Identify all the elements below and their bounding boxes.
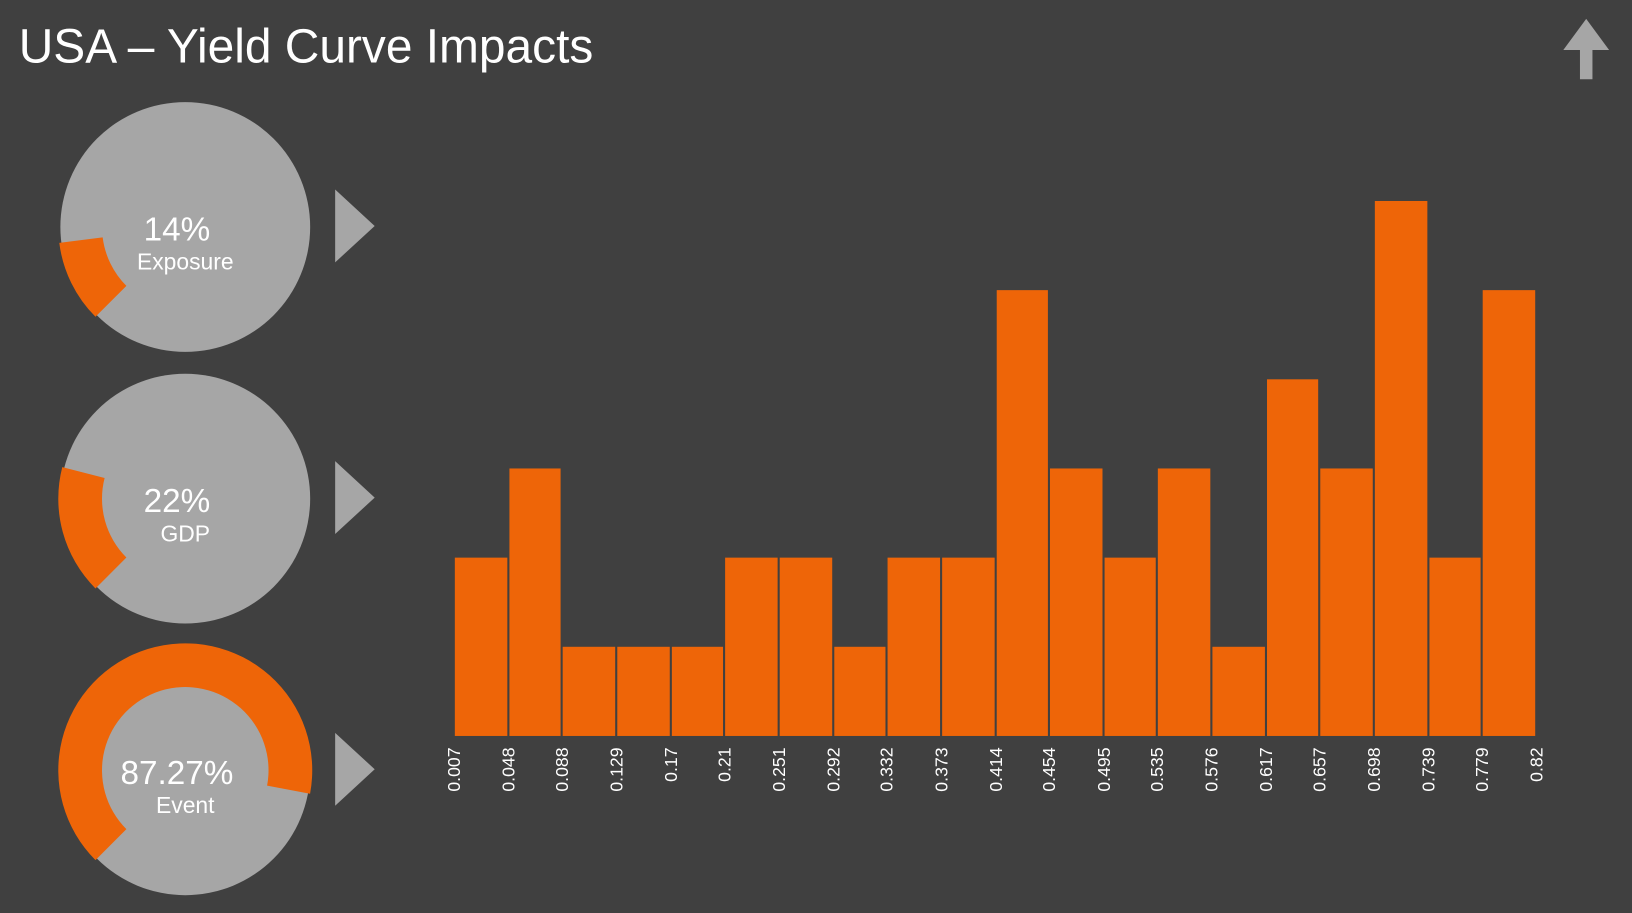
histogram-bar [1049, 468, 1103, 736]
pointer-arrow [335, 189, 375, 263]
pointer-arrow [335, 461, 375, 535]
histogram-bar [725, 557, 778, 736]
up-arrow-icon[interactable] [1563, 18, 1610, 80]
histogram-bar [1320, 468, 1373, 736]
x-tick-label: 0.373 [931, 747, 951, 791]
histogram-bar [1157, 468, 1211, 736]
gauge-arc [58, 467, 127, 589]
histogram-bar [1374, 200, 1428, 736]
x-tick-label: 0.292 [823, 747, 843, 791]
gauge-label: GDP [160, 520, 210, 546]
x-tick-label: 0.129 [606, 747, 626, 791]
histogram-bar [996, 290, 1048, 736]
x-tick-label: 0.21 [714, 747, 734, 781]
histogram-bar [1429, 557, 1481, 736]
gauge-label: Exposure [137, 249, 234, 275]
histogram-bar [617, 646, 670, 736]
x-tick-label: 0.535 [1147, 747, 1167, 791]
gauge-value: 87.27% [120, 755, 233, 792]
x-tick-label: 0.048 [499, 747, 519, 791]
page-title: USA – Yield Curve Impacts [19, 21, 594, 74]
histogram-bar [779, 557, 833, 736]
histogram-bar [1482, 290, 1536, 736]
x-tick-label: 0.576 [1202, 747, 1222, 791]
histogram-bar [942, 557, 995, 736]
x-tick-label: 0.617 [1256, 747, 1276, 791]
x-tick-label: 0.779 [1472, 747, 1492, 791]
x-tick-label: 0.17 [661, 747, 681, 781]
x-tick-label: 0.251 [769, 747, 789, 791]
histogram-bar [887, 557, 941, 736]
x-tick-label: 0.495 [1094, 747, 1114, 791]
x-tick-label: 0.82 [1526, 747, 1546, 781]
x-tick-label: 0.657 [1309, 747, 1329, 791]
gauge-arc [59, 237, 127, 317]
x-tick-label: 0.739 [1419, 747, 1439, 791]
pointer-arrow [335, 732, 375, 806]
x-tick-label: 0.332 [877, 747, 897, 791]
histogram-bar [671, 646, 724, 736]
histogram-bar [509, 468, 561, 736]
histogram-bar [1212, 646, 1265, 736]
x-tick-label: 0.698 [1364, 747, 1384, 791]
x-tick-label: 0.007 [444, 747, 464, 791]
gauge-label: Event [156, 792, 215, 818]
histogram-bar [562, 646, 616, 736]
x-tick-label: 0.454 [1039, 747, 1059, 791]
histogram-bar [454, 557, 508, 736]
gauge-value: 14% [144, 212, 211, 249]
up-arrow[interactable] [1563, 18, 1610, 80]
x-tick-label: 0.088 [552, 747, 572, 791]
gauge-arc [58, 643, 313, 861]
x-tick-label: 0.414 [986, 747, 1006, 791]
gauge-value: 22% [144, 483, 211, 520]
histogram-bar [1104, 557, 1156, 736]
histogram-bar [1267, 379, 1319, 736]
histogram-bar [834, 646, 886, 736]
